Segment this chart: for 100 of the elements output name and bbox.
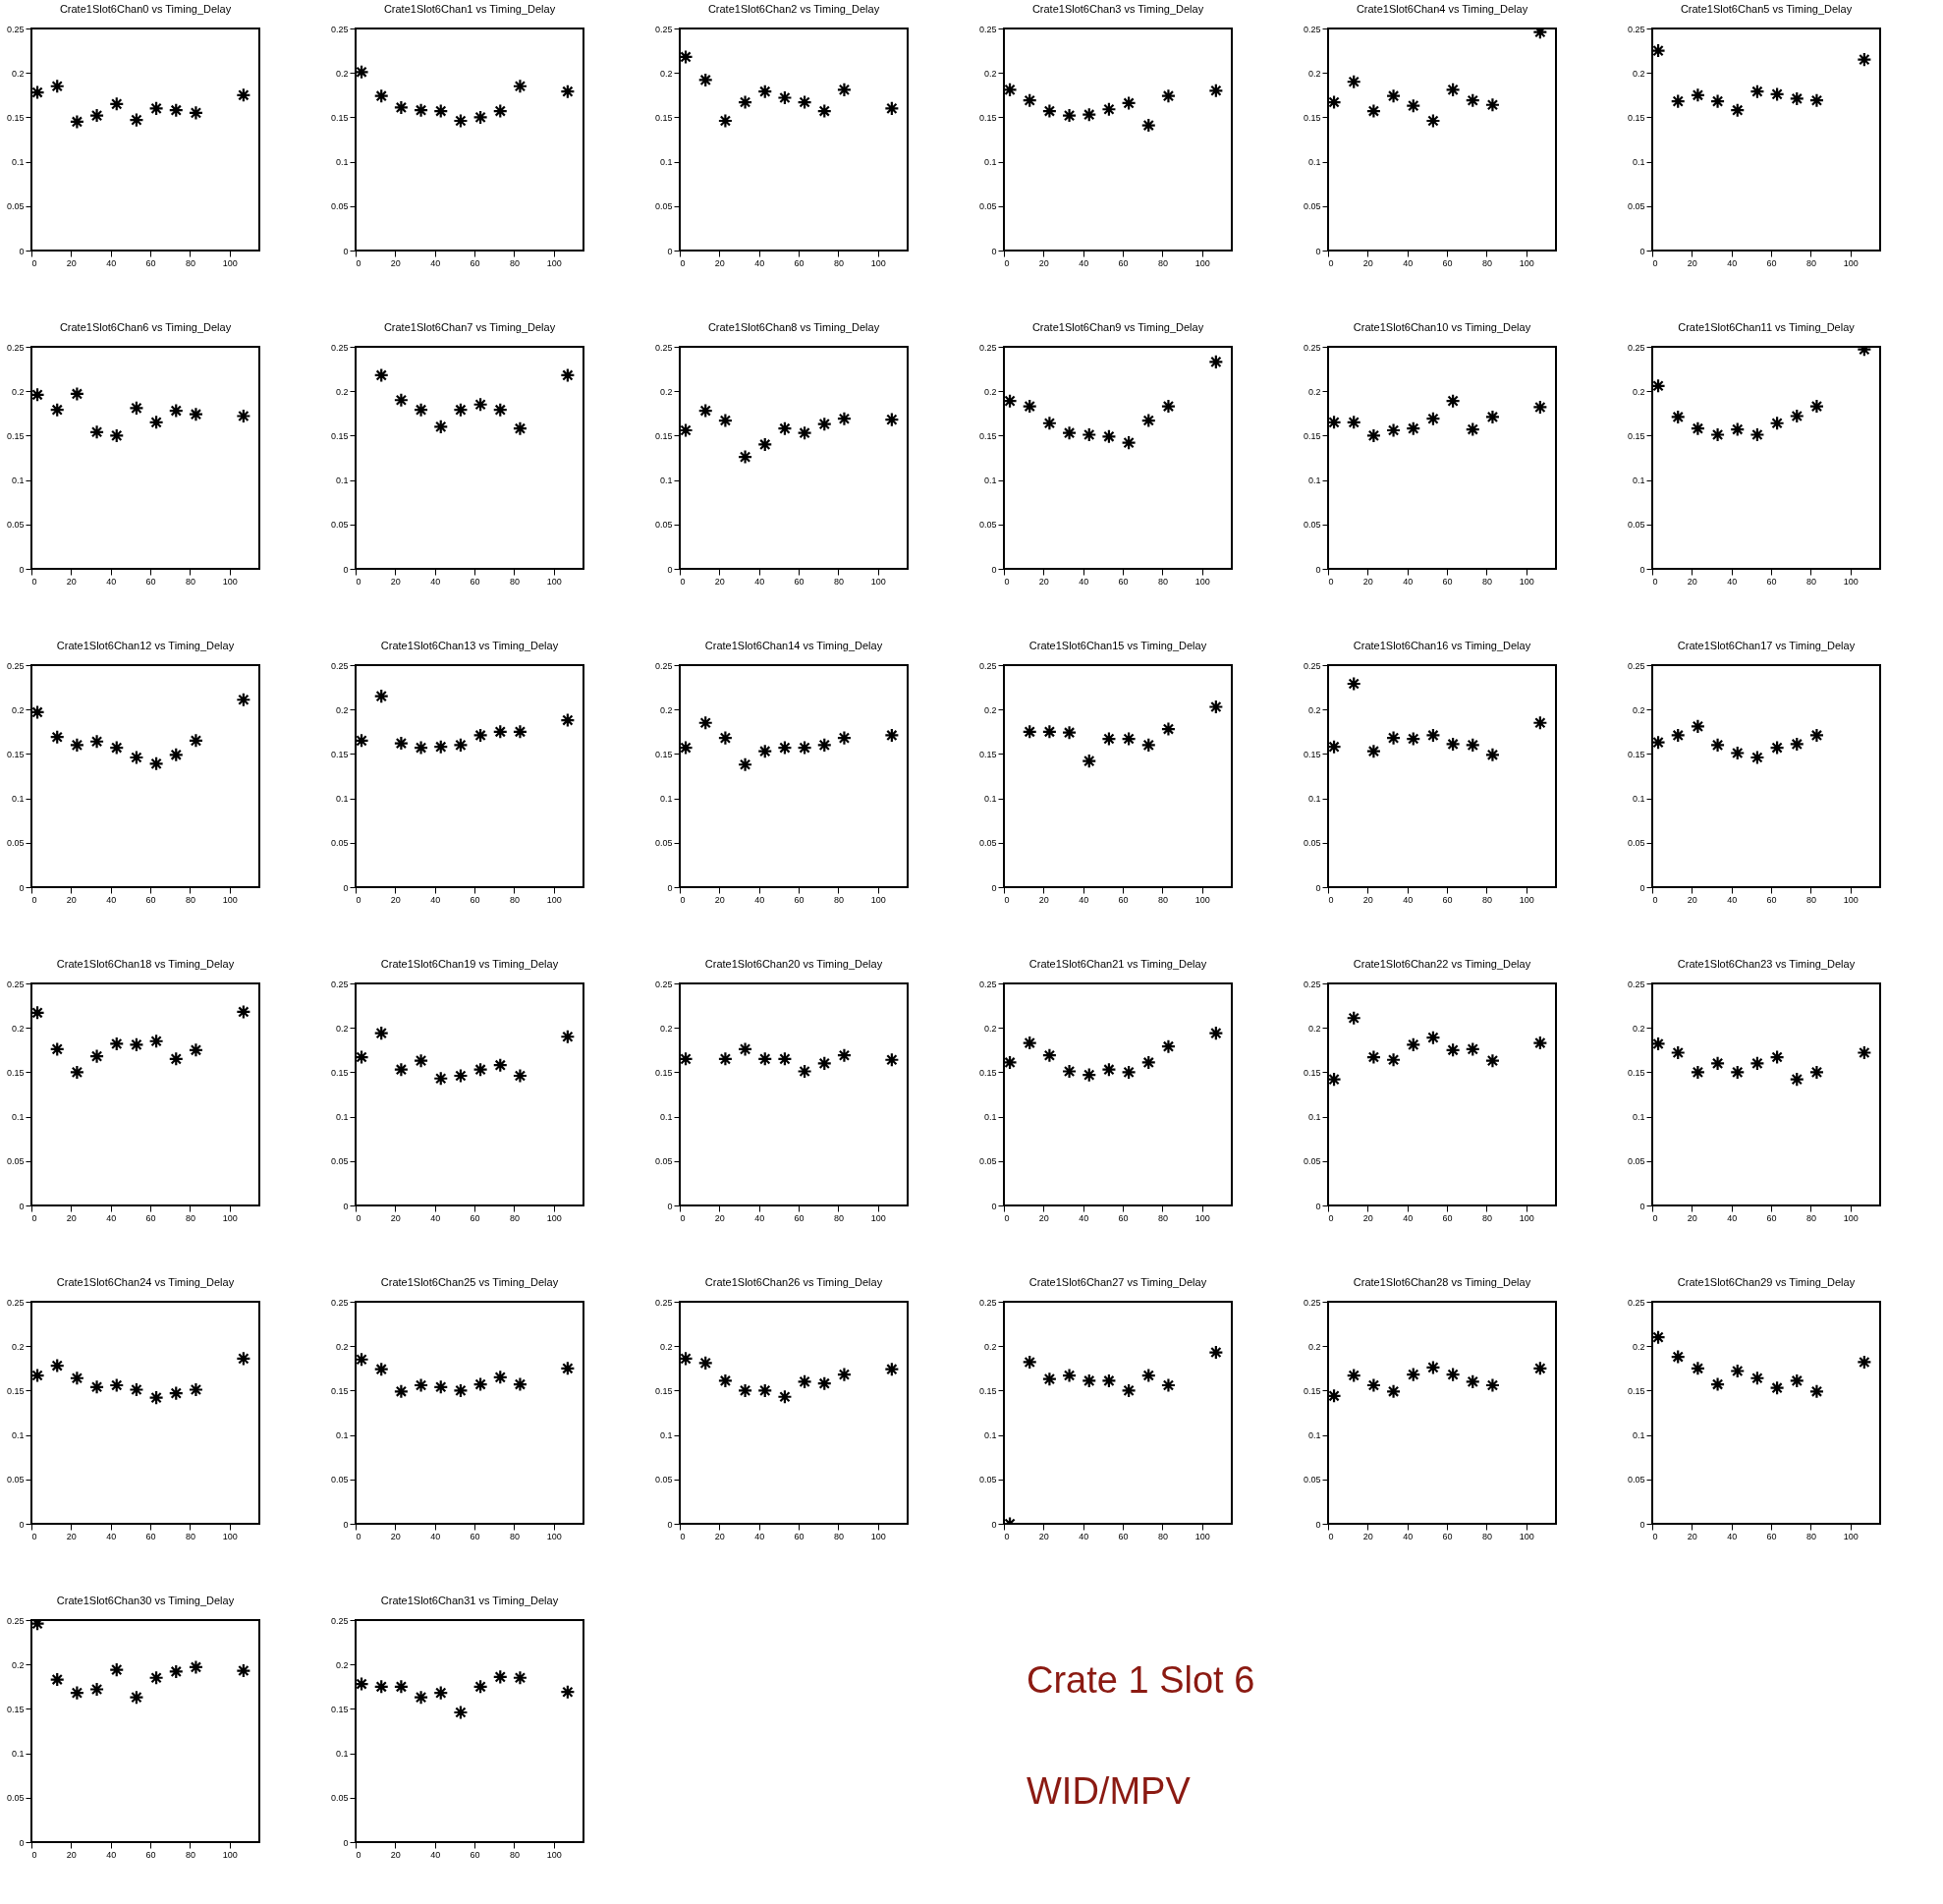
y-tick-label: 0.15 (1627, 749, 1645, 759)
point (1690, 1361, 1706, 1376)
chart-title: Crate1Slot6Chan0 vs Timing_Delay (59, 3, 232, 15)
y-tick-label: 0.05 (330, 1156, 349, 1167)
y-tick-label: 0.15 (6, 112, 25, 123)
x-tick-label: 40 (1079, 1212, 1089, 1223)
point (88, 424, 105, 440)
point (413, 1377, 429, 1393)
point (1121, 95, 1137, 111)
point (836, 730, 853, 746)
point (148, 415, 164, 430)
point (1328, 1388, 1342, 1404)
x-tick-label: 0 (31, 1212, 37, 1223)
point (560, 1029, 576, 1044)
y-tick-label: 0 (667, 1201, 673, 1211)
point (188, 733, 204, 749)
y-tick-label: 0.05 (1627, 1156, 1645, 1167)
chart-title: Crate1Slot6Chan5 vs Timing_Delay (1680, 3, 1853, 15)
x-tick-label: 0 (1004, 257, 1010, 268)
point (717, 1372, 734, 1389)
y-tick-label: 0 (991, 246, 997, 256)
point (1208, 83, 1224, 98)
point (1385, 730, 1402, 746)
point (109, 96, 125, 112)
point (797, 1063, 812, 1080)
point (512, 1068, 528, 1084)
chart-title: Crate1Slot6Chan13 vs Timing_Delay (380, 640, 559, 651)
y-tick-label: 0.05 (6, 838, 25, 849)
point (1022, 1035, 1037, 1051)
point (1730, 1363, 1746, 1379)
point (492, 1669, 508, 1685)
point (1670, 93, 1686, 109)
y-tick-label: 0.2 (11, 1659, 25, 1670)
point (472, 1679, 488, 1695)
x-tick-label: 80 (509, 1531, 520, 1541)
y-tick-label: 0.1 (983, 476, 997, 486)
y-tick-label: 0 (667, 882, 673, 893)
point (1749, 1371, 1765, 1386)
x-tick-label: 60 (1442, 576, 1453, 587)
x-tick-label: 40 (430, 576, 441, 587)
point (453, 402, 469, 418)
x-tick-label: 40 (1727, 894, 1738, 905)
x-tick-label: 80 (833, 257, 844, 268)
point (1061, 1063, 1078, 1080)
x-tick-label: 0 (1652, 894, 1658, 905)
point (1041, 103, 1058, 119)
point (836, 1367, 853, 1382)
point (492, 1057, 508, 1073)
point (1730, 421, 1746, 437)
point (717, 730, 734, 746)
y-tick-label: 0 (1639, 1201, 1645, 1211)
point (1789, 408, 1804, 424)
point (1484, 409, 1501, 425)
point (148, 1034, 164, 1049)
point (737, 94, 753, 110)
point (1121, 731, 1137, 747)
x-tick-label: 80 (833, 1531, 844, 1541)
point (1208, 354, 1224, 369)
y-tick-label: 0.25 (6, 24, 25, 34)
y-tick-label: 0.2 (11, 704, 25, 715)
y-tick-label: 0.15 (978, 1385, 997, 1396)
chart-title: Crate1Slot6Chan1 vs Timing_Delay (383, 3, 556, 15)
point (148, 1390, 164, 1406)
point (1709, 1055, 1726, 1071)
point (1041, 416, 1058, 431)
y-tick-label: 0 (343, 564, 349, 575)
x-tick-label: 40 (1079, 1531, 1089, 1541)
x-tick-label: 20 (1687, 894, 1697, 905)
point (356, 64, 369, 80)
x-tick-label: 60 (794, 1212, 805, 1223)
point (1041, 1047, 1058, 1063)
point (1749, 84, 1765, 99)
point (680, 1351, 694, 1367)
chart-title: Crate1Slot6Chan9 vs Timing_Delay (1031, 321, 1204, 333)
point (777, 1389, 793, 1405)
x-tick-label: 100 (1519, 1531, 1534, 1541)
x-tick-label: 20 (1687, 576, 1697, 587)
point (1328, 1072, 1342, 1088)
x-tick-label: 40 (1727, 1212, 1738, 1223)
point (1365, 427, 1382, 444)
point (393, 99, 410, 116)
y-tick-label: 0.05 (1627, 838, 1645, 849)
point (1769, 740, 1785, 756)
x-tick-label: 40 (754, 576, 765, 587)
point (413, 1690, 429, 1706)
x-tick-label: 60 (1442, 1212, 1453, 1223)
y-tick-label: 0 (991, 882, 997, 893)
chart-title: Crate1Slot6Chan24 vs Timing_Delay (56, 1276, 235, 1288)
y-tick-label: 0.05 (654, 520, 673, 531)
y-tick-label: 0.25 (654, 24, 673, 34)
point (1061, 1368, 1078, 1383)
point (1652, 735, 1666, 751)
y-tick-label: 0.2 (983, 68, 997, 79)
point (31, 704, 45, 720)
y-tick-label: 0.1 (11, 1430, 25, 1441)
y-tick-label: 0.15 (654, 1067, 673, 1078)
y-tick-label: 0.1 (1632, 794, 1645, 805)
point (1346, 676, 1361, 692)
x-tick-label: 0 (31, 894, 37, 905)
point (1484, 97, 1501, 113)
